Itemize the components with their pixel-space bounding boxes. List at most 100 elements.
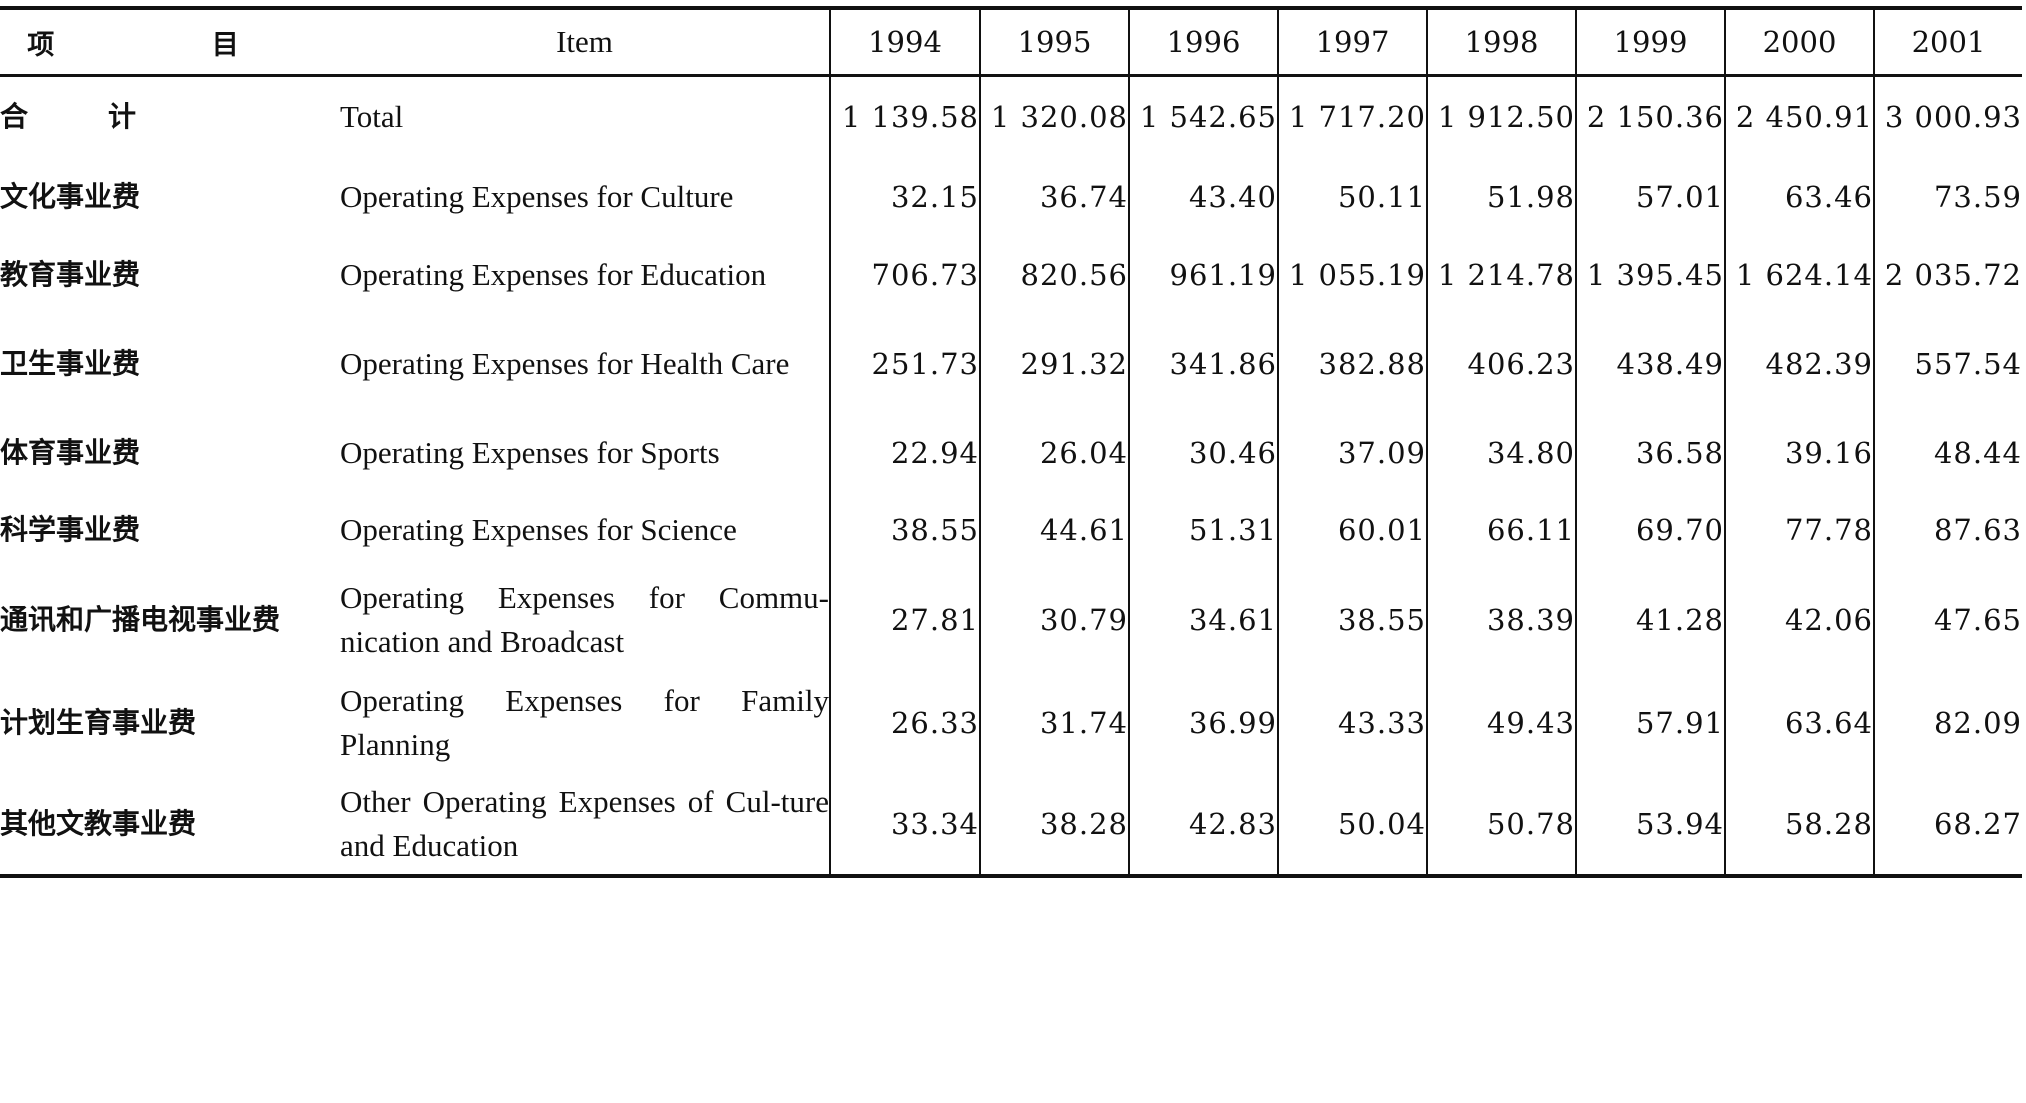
value-cell: 26.04 (979, 413, 1129, 492)
column-header-year: 1997 (1277, 6, 1427, 77)
value-cell: 44.61 (979, 491, 1129, 568)
value-cell: 36.74 (979, 157, 1129, 236)
row-label-en: Operating Expenses for Health Care (340, 345, 790, 381)
value-cell: 47.65 (1873, 567, 2022, 672)
value-cell: 32.15 (829, 157, 980, 236)
column-header-year: 1994 (829, 6, 980, 77)
row-label-zh: 体育事业费 (0, 435, 141, 469)
value-cell: 3 000.93 (1873, 75, 2022, 158)
row-label-en: Total (340, 99, 404, 135)
value-cell: 31.74 (979, 671, 1129, 774)
value-cell: 34.80 (1426, 413, 1576, 492)
value-cell: 38.28 (979, 773, 1129, 878)
row-label-en: Operating Expenses for Family Planning (340, 682, 829, 762)
table-row: 科学事业费 Operating Expenses for Science 38.55… (0, 491, 2022, 568)
row-label-en: Operating Expenses for Commu-nication an… (340, 579, 829, 659)
value-cell: 48.44 (1873, 413, 2022, 492)
value-cell: 341.86 (1128, 313, 1278, 414)
value-cell: 1 542.65 (1128, 75, 1278, 158)
value-cell: 63.46 (1724, 157, 1874, 236)
row-label-zh: 通讯和广播电视事业费 (0, 602, 281, 636)
value-cell: 39.16 (1724, 413, 1874, 492)
table-row: 通讯和广播电视事业费 Operating Expenses for Commu-n… (0, 567, 2022, 672)
column-header-year: 1995 (979, 6, 1129, 77)
row-label-zh: 文化事业费 (0, 179, 141, 213)
table-row: 教育事业费 Operating Expenses for Education 706… (0, 235, 2022, 314)
value-cell: 26.33 (829, 671, 980, 774)
value-cell: 77.78 (1724, 491, 1874, 568)
value-cell: 50.11 (1277, 157, 1427, 236)
value-cell: 53.94 (1575, 773, 1725, 878)
table-row: 文化事业费 Operating Expenses for Culture 32.15… (0, 157, 2022, 236)
table-row: 计划生育事业费 Operating Expenses for Family Pla… (0, 671, 2022, 774)
row-label-zh: 合计 (0, 100, 217, 134)
value-cell: 1 320.08 (979, 75, 1129, 158)
column-header-year: 2001 (1873, 6, 2022, 77)
value-cell: 1 139.58 (829, 75, 980, 158)
table-row: 合计 Total 1 139.58 1 320.08 1 542.65 1 717.20 1… (0, 75, 2022, 158)
value-cell: 42.83 (1128, 773, 1278, 878)
row-label-zh: 科学事业费 (0, 512, 141, 546)
value-cell: 82.09 (1873, 671, 2022, 774)
value-cell: 49.43 (1426, 671, 1576, 774)
value-cell: 22.94 (829, 413, 980, 492)
expenses-table: 项 目 Item 1994 1995 1996 1997 1998 1999 2000 200… (0, 6, 2022, 878)
value-cell: 50.04 (1277, 773, 1427, 878)
value-cell: 87.63 (1873, 491, 2022, 568)
value-cell: 1 912.50 (1426, 75, 1576, 158)
value-cell: 251.73 (829, 313, 980, 414)
value-cell: 41.28 (1575, 567, 1725, 672)
column-header-year: 2000 (1724, 6, 1874, 77)
value-cell: 1 717.20 (1277, 75, 1427, 158)
value-cell: 57.91 (1575, 671, 1725, 774)
value-cell: 557.54 (1873, 313, 2022, 414)
row-label-zh: 其他文教事业费 (0, 773, 340, 878)
table-row: 其他文教事业费 Other Operating Expenses of Cul-t… (0, 773, 2022, 878)
value-cell: 406.23 (1426, 313, 1576, 414)
value-cell: 438.49 (1575, 313, 1725, 414)
value-cell: 51.98 (1426, 157, 1576, 236)
value-cell: 30.79 (979, 567, 1129, 672)
column-header-year: 1999 (1575, 6, 1725, 77)
row-label-en: Operating Expenses for Culture (340, 178, 734, 214)
value-cell: 43.40 (1128, 157, 1278, 236)
value-cell: 27.81 (829, 567, 980, 672)
value-cell: 51.31 (1128, 491, 1278, 568)
value-cell: 34.61 (1128, 567, 1278, 672)
value-cell: 1 055.19 (1277, 235, 1427, 314)
value-cell: 37.09 (1277, 413, 1427, 492)
row-label-zh: 计划生育事业费 (0, 705, 197, 739)
value-cell: 63.64 (1724, 671, 1874, 774)
value-cell: 42.06 (1724, 567, 1874, 672)
value-cell: 60.01 (1277, 491, 1427, 568)
column-header-item-zh: 项 目 (0, 6, 340, 77)
value-cell: 57.01 (1575, 157, 1725, 236)
value-cell: 1 395.45 (1575, 235, 1725, 314)
table-row: 体育事业费 Operating Expenses for Sports 22.94 2… (0, 413, 2022, 492)
value-cell: 36.99 (1128, 671, 1278, 774)
value-cell: 2 450.91 (1724, 75, 1874, 158)
table-row: 卫生事业费 Operating Expenses for Health Care 2… (0, 313, 2022, 414)
row-label-en: Operating Expenses for Education (340, 256, 767, 292)
column-header-item-en: Item (340, 6, 830, 77)
value-cell: 1 624.14 (1724, 235, 1874, 314)
value-cell: 961.19 (1128, 235, 1278, 314)
value-cell: 33.34 (829, 773, 980, 878)
value-cell: 706.73 (829, 235, 980, 314)
table-body: 合计 Total 1 139.58 1 320.08 1 542.65 1 717.20 1… (0, 75, 2022, 878)
value-cell: 820.56 (979, 235, 1129, 314)
value-cell: 2 150.36 (1575, 75, 1725, 158)
value-cell: 482.39 (1724, 313, 1874, 414)
value-cell: 38.39 (1426, 567, 1576, 672)
value-cell: 382.88 (1277, 313, 1427, 414)
row-label-zh: 卫生事业费 (0, 346, 141, 380)
column-header-year: 1998 (1426, 6, 1576, 77)
row-label-en: Operating Expenses for Sports (340, 434, 720, 470)
value-cell: 43.33 (1277, 671, 1427, 774)
value-cell: 291.32 (979, 313, 1129, 414)
value-cell: 66.11 (1426, 491, 1576, 568)
value-cell: 73.59 (1873, 157, 2022, 236)
value-cell: 50.78 (1426, 773, 1576, 878)
row-label-zh: 教育事业费 (0, 257, 141, 291)
